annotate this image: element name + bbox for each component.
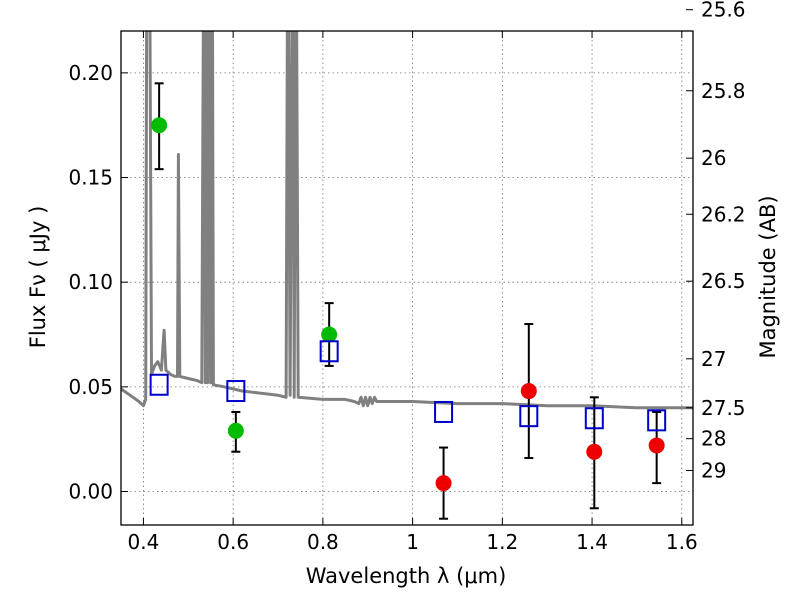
x-tick-label: 0.6 xyxy=(217,530,249,554)
data-point xyxy=(520,383,537,400)
y-axis-label: Flux Fν ( μJy ) xyxy=(26,206,50,349)
x-tick-label: 0.4 xyxy=(128,530,160,554)
x-tick-label: 0.8 xyxy=(307,530,339,554)
marker-layer xyxy=(149,82,667,520)
x-tick-label: 1 xyxy=(406,530,419,554)
magnitude-tick-label: 26.5 xyxy=(701,269,746,293)
magnitude-axis-label: Magnitude (AB) xyxy=(756,195,780,358)
magnitude-tick-label: 25.8 xyxy=(701,79,746,103)
x-tick-label: 1.6 xyxy=(666,530,698,554)
model-point xyxy=(647,409,667,432)
plot-frame xyxy=(120,30,694,526)
data-point xyxy=(435,475,452,492)
model-point xyxy=(149,373,169,396)
data-point xyxy=(321,326,338,343)
y-tick-label: 0.15 xyxy=(68,166,113,190)
y-tick-label: 0.05 xyxy=(68,375,113,399)
data-point xyxy=(586,443,603,460)
magnitude-tick-label: 28 xyxy=(701,427,726,451)
y-tick-label: 0.00 xyxy=(68,480,113,504)
magnitude-tick-label: 25.6 xyxy=(701,0,746,22)
y-tick-label: 0.10 xyxy=(68,270,113,294)
y-tick-label: 0.20 xyxy=(68,61,113,85)
magnitude-tick-label: 27.5 xyxy=(701,396,746,420)
magnitude-tick-label: 29 xyxy=(701,458,726,482)
model-point xyxy=(434,400,454,423)
model-spectrum-line xyxy=(121,31,693,410)
axis-ticks: 0.4 0.6 0.8 1 1.2 1.4 1.6 0.00 0.05 0.10 0.15 0.20 2… xyxy=(68,0,745,554)
x-axis-label: Wavelength λ (μm) xyxy=(306,564,507,588)
model-point xyxy=(226,380,246,403)
data-point xyxy=(648,437,665,454)
magnitude-tick-label: 26 xyxy=(701,146,726,170)
data-point xyxy=(151,117,168,134)
model-point xyxy=(319,340,339,363)
magnitude-tick-label: 27 xyxy=(701,347,726,371)
data-layer xyxy=(121,31,693,410)
data-point xyxy=(227,422,244,439)
x-tick-label: 1.4 xyxy=(576,530,608,554)
model-point xyxy=(584,407,604,430)
grid-lines xyxy=(121,31,693,525)
model-point xyxy=(519,405,539,428)
x-tick-label: 1.2 xyxy=(486,530,518,554)
magnitude-tick-label: 26.2 xyxy=(701,202,746,226)
